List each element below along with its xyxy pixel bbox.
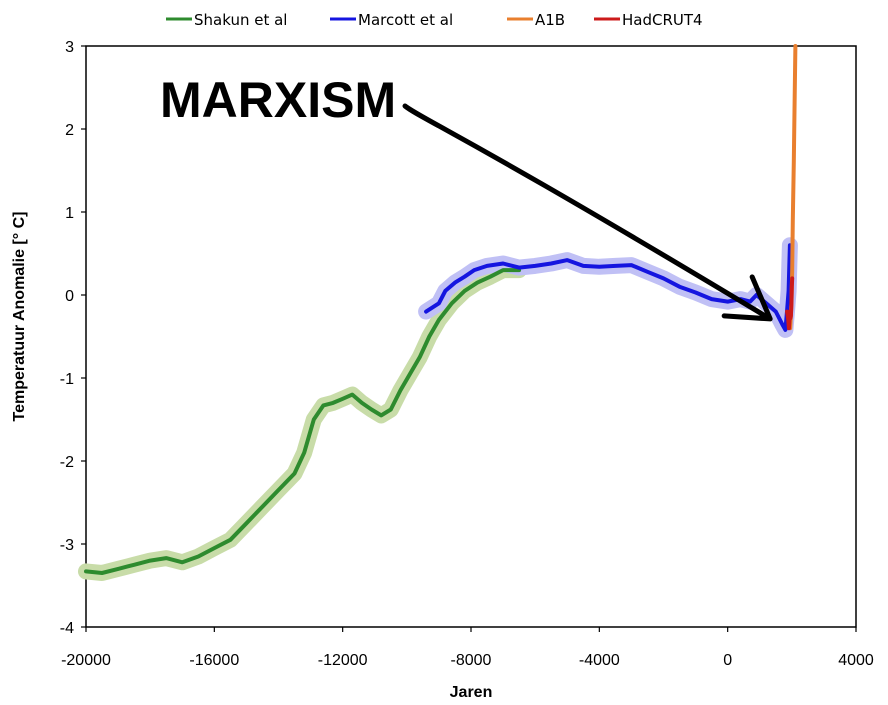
y-tick-label: -1	[60, 371, 74, 388]
x-tick-label: -16000	[189, 652, 239, 669]
annotation-arrow	[402, 103, 773, 322]
y-tick-label: 0	[65, 288, 74, 305]
y-axis: 3 2 1 0 -1 -2 -3 -4	[60, 39, 86, 637]
x-tick-label: 4000	[838, 652, 874, 669]
legend-label-2: A1B	[535, 11, 565, 29]
y-axis-title: Temperatuur Anomalie [° C]	[11, 212, 28, 422]
legend-label-0: Shakun et al	[194, 11, 287, 29]
annotation-text: MARXISM	[160, 72, 396, 128]
x-tick-label: -4000	[579, 652, 620, 669]
x-tick-label: 0	[723, 652, 732, 669]
series-band-0	[78, 262, 528, 581]
y-tick-label: -3	[60, 537, 74, 554]
y-tick-label: 3	[65, 39, 74, 56]
legend-label-3: HadCRUT4	[622, 11, 703, 29]
series-line-0	[84, 268, 522, 575]
plot-area	[85, 45, 857, 628]
legend: Shakun et al Marcott et al A1B HadCRUT4	[166, 11, 703, 29]
y-tick-label: 2	[65, 122, 74, 139]
y-tick-label: -4	[60, 620, 74, 637]
annotation: MARXISM	[160, 72, 773, 322]
legend-label-1: Marcott et al	[358, 11, 453, 29]
x-axis-title: Jaren	[450, 684, 493, 701]
x-tick-label: -12000	[318, 652, 368, 669]
series-line-1	[424, 243, 792, 332]
y-tick-label: 1	[65, 205, 74, 222]
series-line-3	[785, 276, 795, 331]
x-tick-label: -20000	[61, 652, 111, 669]
uncertainty-bands	[78, 237, 798, 581]
x-axis: -20000 -16000 -12000 -8000 -4000 0 4000	[61, 627, 874, 669]
y-tick-label: -2	[60, 454, 74, 471]
series-lines	[84, 44, 798, 575]
x-tick-label: -8000	[451, 652, 492, 669]
